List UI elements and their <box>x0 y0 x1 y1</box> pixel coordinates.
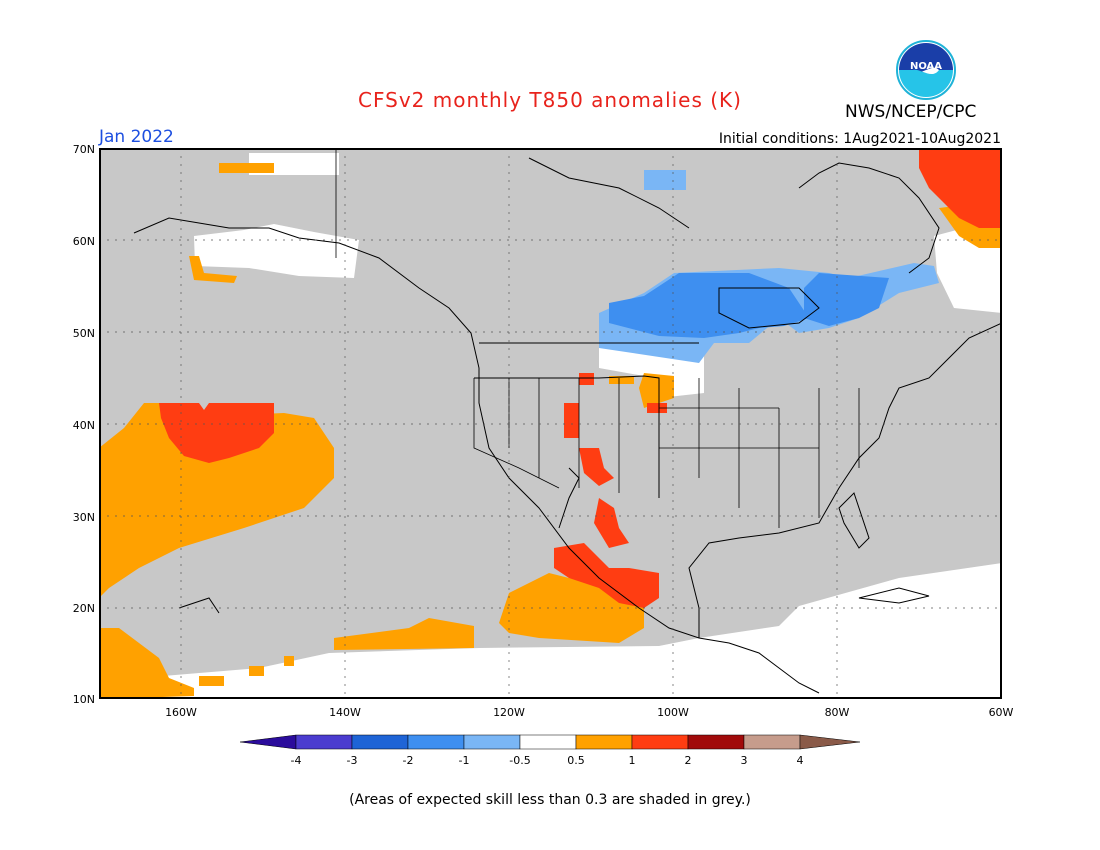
colorbar-right-arrow <box>799 734 861 750</box>
colorbar <box>240 734 861 750</box>
colorbar-label: -4 <box>290 754 302 767</box>
colorbar-label: 3 <box>740 754 748 767</box>
lon-label-60w: 60W <box>988 706 1014 719</box>
lat-label-50n: 50N <box>72 327 95 340</box>
lon-label-120w: 120W <box>493 706 525 719</box>
lat-label-10n: 10N <box>72 693 95 706</box>
lon-label-80w: 80W <box>824 706 850 719</box>
colorbar-swatch-8 <box>687 734 745 750</box>
lat-label-70n: 70N <box>72 143 95 156</box>
colorbar-swatch-9 <box>743 734 801 750</box>
lon-label-140w: 140W <box>329 706 361 719</box>
colorbar-label: -2 <box>402 754 414 767</box>
colorbar-label: -1 <box>458 754 470 767</box>
colorbar-swatch-1 <box>295 734 353 750</box>
colorbar-swatch-7 <box>631 734 689 750</box>
colorbar-label: 1 <box>628 754 636 767</box>
colorbar-swatch-5 <box>519 734 577 750</box>
colorbar-swatch-6 <box>575 734 633 750</box>
colorbar-label: 0.5 <box>567 754 585 767</box>
lat-label-20n: 20N <box>72 602 95 615</box>
lon-label-160w: 160W <box>165 706 197 719</box>
colorbar-label: -3 <box>346 754 358 767</box>
colorbar-swatch-2 <box>351 734 409 750</box>
lat-label-30n: 30N <box>72 511 95 524</box>
graticule <box>99 148 1002 699</box>
colorbar-swatch-3 <box>407 734 465 750</box>
colorbar-label: 2 <box>684 754 692 767</box>
forecast-period: Jan 2022 <box>99 127 174 147</box>
chart-title: CFSv2 monthly T850 anomalies (K) <box>358 88 742 112</box>
colorbar-swatch-4 <box>463 734 521 750</box>
cool-anomaly-regions <box>599 170 939 363</box>
strong-warm-anomaly-regions <box>159 148 1002 608</box>
coastlines <box>133 157 1002 694</box>
organization-label: NWS/NCEP/CPC <box>845 102 977 122</box>
noaa-logo: NOAA <box>896 40 956 100</box>
colorbar-left-arrow <box>240 734 297 750</box>
lat-label-40n: 40N <box>72 419 95 432</box>
colorbar-label: 4 <box>796 754 804 767</box>
initial-conditions: Initial conditions: 1Aug2021-10Aug2021 <box>718 131 1001 147</box>
lon-label-100w: 100W <box>657 706 689 719</box>
lat-label-60n: 60N <box>72 235 95 248</box>
noaa-logo-text: NOAA <box>910 61 942 72</box>
colorbar-label: -0.5 <box>509 754 531 767</box>
skill-footnote: (Areas of expected skill less than 0.3 a… <box>349 792 751 808</box>
map-frame <box>99 148 1002 699</box>
anomaly-map <box>99 148 1002 699</box>
